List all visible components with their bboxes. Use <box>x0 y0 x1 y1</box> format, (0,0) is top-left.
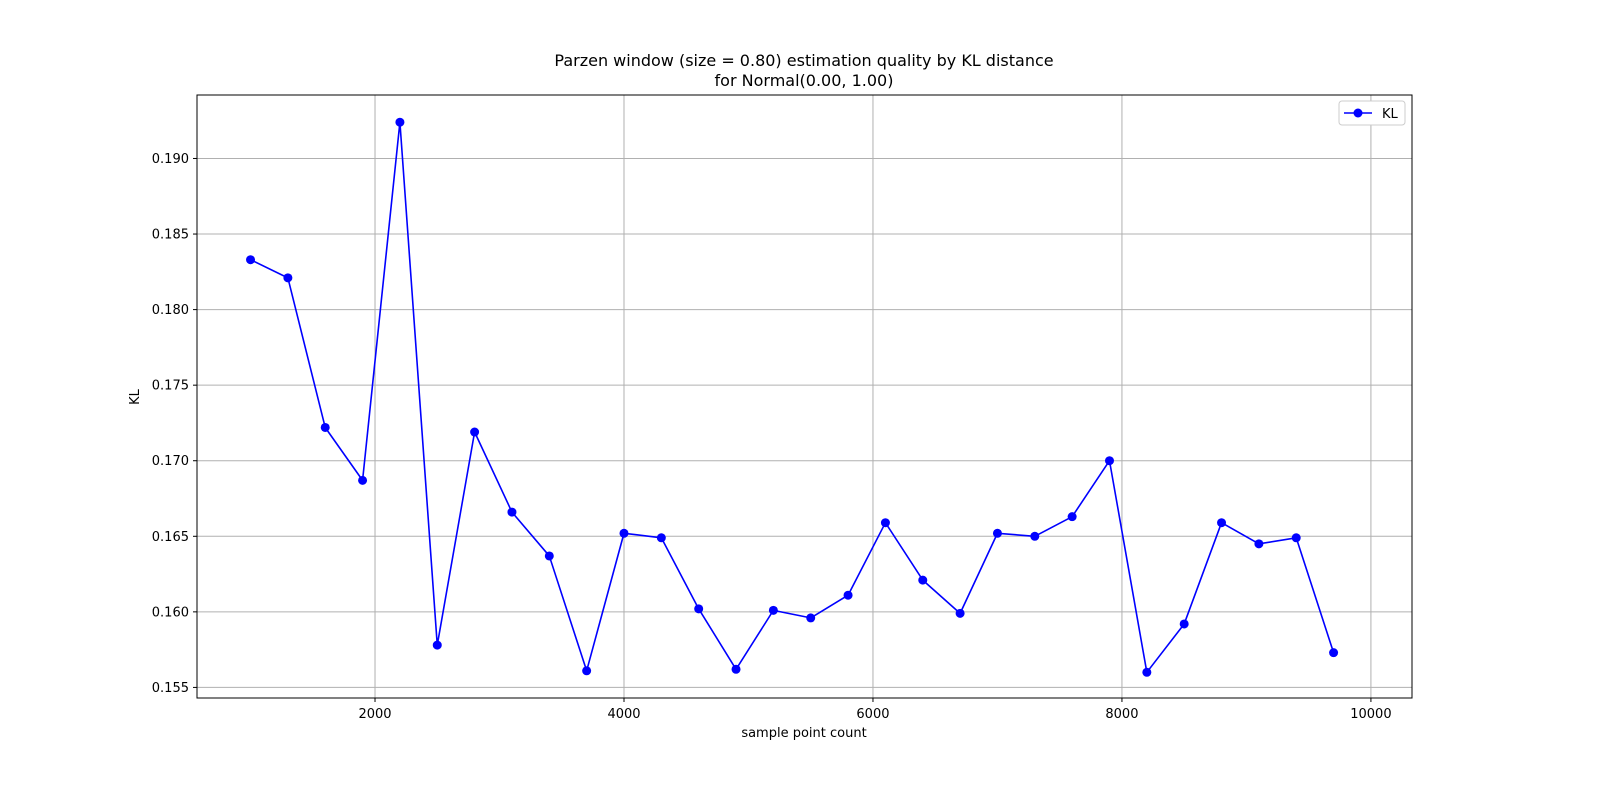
legend-marker-kl <box>1353 108 1363 118</box>
x-axis-label: sample point count <box>741 726 866 741</box>
y-tick-label: 0.190 <box>152 152 189 167</box>
data-point-kl <box>918 575 928 585</box>
series-line-kl <box>250 121 1335 674</box>
y-tick-label: 0.155 <box>152 681 189 696</box>
data-point-kl <box>1030 531 1040 541</box>
data-point-kl <box>955 608 965 618</box>
y-tick-label: 0.175 <box>152 379 189 394</box>
data-point-kl <box>731 664 741 674</box>
data-point-kl <box>992 528 1002 538</box>
chart-subtitle: for Normal(0.00, 1.00) <box>715 71 894 90</box>
plot-frame <box>196 94 1413 699</box>
data-point-kl <box>656 533 666 543</box>
data-point-kl <box>1217 518 1227 528</box>
data-point-kl <box>320 422 330 432</box>
legend-label-kl: KL <box>1382 107 1399 122</box>
chart-title: Parzen window (size = 0.80) estimation q… <box>554 51 1053 70</box>
data-point-kl <box>1104 456 1114 466</box>
data-point-kl <box>470 427 480 437</box>
x-tick-label: 2000 <box>358 707 391 722</box>
data-point-kl <box>806 613 816 623</box>
data-point-kl <box>246 255 256 265</box>
x-tick-label: 8000 <box>1105 707 1138 722</box>
data-point-kl <box>582 666 592 676</box>
data-point-kl <box>880 518 890 528</box>
y-axis-label: KL <box>128 388 143 405</box>
data-point-kl <box>432 640 442 650</box>
data-point-kl <box>1329 648 1339 658</box>
data-point-kl <box>694 604 704 614</box>
series-kl <box>246 117 1339 677</box>
plot-area <box>197 95 1412 698</box>
data-point-kl <box>619 528 629 538</box>
y-tick-label: 0.160 <box>152 605 189 620</box>
grid-lines <box>197 95 1412 698</box>
data-point-kl <box>544 551 554 561</box>
data-point-kl <box>843 590 853 600</box>
data-point-kl <box>1142 667 1152 677</box>
x-tick-label: 10000 <box>1350 707 1391 722</box>
x-axis-ticks: 2000 4000 6000 8000 10000 <box>358 698 1392 722</box>
data-point-kl <box>768 605 778 615</box>
data-point-kl <box>358 475 368 485</box>
y-tick-label: 0.165 <box>152 530 189 545</box>
y-tick-label: 0.185 <box>152 228 189 243</box>
y-axis-ticks: 0.155 0.160 0.165 0.170 0.175 0.180 0.185 0.190 <box>152 152 197 696</box>
x-tick-label: 4000 <box>607 707 640 722</box>
data-point-kl <box>507 507 517 517</box>
x-tick-label: 6000 <box>856 707 889 722</box>
data-point-kl <box>1179 619 1189 629</box>
data-point-kl <box>395 117 405 127</box>
y-tick-label: 0.180 <box>152 303 189 318</box>
data-point-kl <box>1291 533 1301 543</box>
y-tick-label: 0.170 <box>152 454 189 469</box>
legend: KL <box>1338 100 1406 126</box>
data-point-kl <box>1254 539 1264 549</box>
data-point-kl <box>1067 512 1077 522</box>
data-point-kl <box>283 273 293 283</box>
